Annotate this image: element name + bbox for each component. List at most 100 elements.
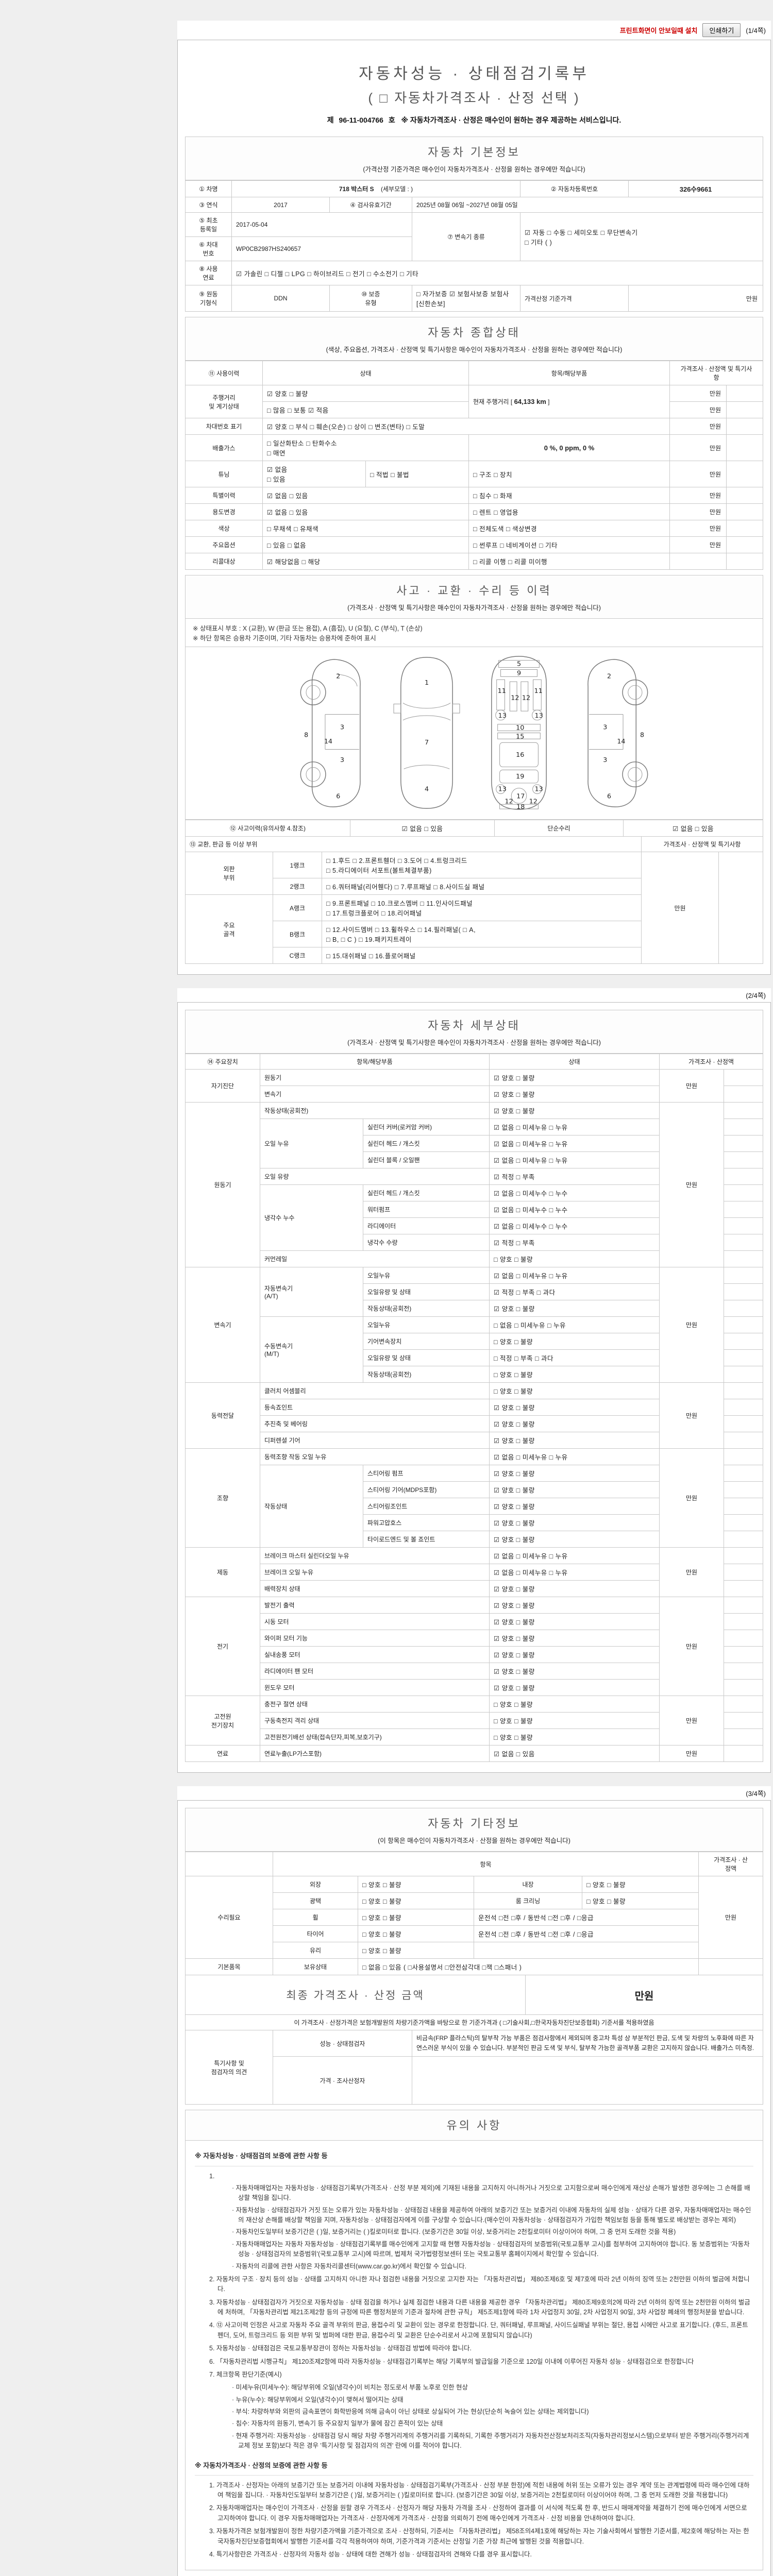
status-checkbox-group[interactable]: ☑ 적정 □ 부족 — [489, 1234, 660, 1251]
status-checkbox-group[interactable]: ☑ 적정 □ 부족 □ 과다 — [489, 1283, 660, 1300]
section-etc-head: 자동차 기타정보 (이 항목은 매수인이 자동차가격조사 · 산정을 원하는 경… — [185, 1808, 763, 1852]
wheel-detail-checkbox-group[interactable]: 운전석 □전 □후 / 동반석 □전 □후 / □응급 — [473, 1909, 699, 1926]
status-checkbox-group[interactable]: ☑ 양호 □ 불량 — [489, 1300, 660, 1317]
special-item-checkbox-group[interactable]: □ 침수 □ 화재 — [468, 487, 670, 504]
status-checkbox-group[interactable]: ☑ 없음 □ 미세누유 □ 누유 — [489, 1151, 660, 1168]
status-checkbox-group[interactable]: ☑ 양호 □ 불량 — [489, 1580, 660, 1597]
rank2-checkbox-group[interactable]: □ 6.쿼터패널(리어휀다) □ 7.루프패널 □ 8.사이드실 패널 — [321, 878, 642, 895]
status-checkbox-group[interactable]: ☑ 없음 □ 미세누유 □ 누유 — [489, 1267, 660, 1284]
status-checkbox-group[interactable]: ☑ 없음 □ 미세누유 □ 누유 — [489, 1448, 660, 1465]
status-checkbox-group[interactable]: □ 양호 □ 불량 — [489, 1728, 660, 1745]
status-checkbox-group[interactable]: ☑ 양호 □ 불량 — [489, 1102, 660, 1119]
panel-number: 6 — [336, 792, 340, 800]
status-checkbox-group[interactable]: □ 없음 □ 미세누유 □ 누유 — [489, 1316, 660, 1333]
status-checkbox-group[interactable]: □ 양호 □ 불량 — [489, 1366, 660, 1383]
price-note — [724, 1349, 763, 1366]
recall-checkbox-group[interactable]: ☑ 해당없음 □ 해당 — [262, 553, 469, 570]
status-checkbox-group[interactable]: □ 양호 □ 불량 — [489, 1712, 660, 1729]
status-checkbox-group[interactable]: ☑ 양호 □ 불량 — [489, 1465, 660, 1482]
status-checkbox-group[interactable]: ☑ 양호 □ 불량 — [489, 1679, 660, 1696]
status-checkbox-group[interactable]: ☑ 양호 □ 불량 — [489, 1613, 660, 1630]
price-note — [726, 401, 763, 418]
status-checkbox-group[interactable]: ☑ 양호 □ 불량 — [489, 1531, 660, 1548]
recall-item-checkbox-group[interactable]: □ 리콜 이행 □ 리콜 미이행 — [468, 553, 670, 570]
print-button[interactable]: 인쇄하기 — [702, 23, 741, 37]
notice-bullet: · 자동차인도일부터 보증기간은 ( )일, 보증거리는 ( )킬로미터로 합니… — [232, 2228, 676, 2236]
rankA-checkbox-group[interactable]: □ 9.프론트패널 □ 10.크로스멤버 □ 11.인사이드패널 □ 17.트렁… — [321, 894, 642, 921]
emission-checkbox-group[interactable]: □ 일산화탄소 □ 탄화수소 □ 매연 — [262, 434, 469, 461]
rank1-checkbox-group[interactable]: □ 1.후드 □ 2.프론트휀더 □ 3.도어 □ 4.트렁크리드 □ 5.라디… — [321, 852, 642, 878]
car-underbody-diagram[interactable]: 5 9 11 11 12 12 13 13 10 15 16 19 13 13 … — [478, 653, 560, 813]
status-checkbox-group[interactable]: ☑ 양호 □ 불량 — [489, 1415, 660, 1432]
panel-number: 12 — [511, 694, 519, 702]
etc-table: 항목 가격조사 · 산 정액 수리필요 외장 □ 양호 □ 불량 내장 □ 양호… — [185, 1852, 763, 1975]
status-checkbox-group[interactable]: ☑ 양호 □ 불량 — [489, 1069, 660, 1086]
vin-mark-checkbox-group[interactable]: ☑ 양호 □ 부식 □ 훼손(오손) □ 상이 □ 변조(변타) □ 도말 — [262, 418, 670, 435]
status-checkbox-group[interactable]: □ 양호 □ 불량 — [489, 1696, 660, 1713]
mileage-checkbox-group-1[interactable]: ☑ 양호 □ 불량 — [262, 385, 469, 402]
status-checkbox-group[interactable]: ☑ 양호 □ 불량 — [489, 1646, 660, 1663]
car-left-side-diagram[interactable]: 2 3 3 6 8 14 — [290, 653, 375, 813]
status-checkbox-group[interactable]: ☑ 없음 □ 미세누유 □ 누유 — [489, 1118, 660, 1136]
glass-checkbox-group[interactable]: □ 양호 □ 불량 — [358, 1942, 474, 1959]
simple-repair-checkbox-group[interactable]: ☑ 없음 □ 있음 — [623, 820, 763, 837]
status-checkbox-group[interactable]: ☑ 없음 □ 미세누유 □ 누유 — [489, 1547, 660, 1564]
item-label: 작동상태 — [260, 1465, 363, 1548]
status-checkbox-group[interactable]: □ 적정 □ 부족 □ 과다 — [489, 1349, 660, 1366]
exterior-checkbox-group[interactable]: □ 양호 □ 불량 — [358, 1876, 474, 1893]
install-notice-link[interactable]: 프린트화면이 안보일때 설치 — [619, 27, 698, 35]
tuning-item-checkbox-group[interactable]: □ 구조 □ 장치 — [468, 461, 670, 487]
rankB-checkbox-group[interactable]: □ 12.사이드멤버 □ 13.휠하우스 □ 14.필러패널( □ A, □ B… — [321, 921, 642, 947]
status-checkbox-group[interactable]: □ 양호 □ 불량 — [489, 1382, 660, 1399]
option-checkbox-group[interactable]: □ 있음 □ 없음 — [262, 536, 469, 553]
color-item-checkbox-group[interactable]: □ 전체도색 □ 색상변경 — [468, 520, 670, 537]
special-checkbox-group[interactable]: ☑ 없음 □ 있음 — [262, 487, 469, 504]
keep-status-checkbox-group[interactable]: □ 없음 □ 있음 ( □사용설명서 □안전삼각대 □잭 □스패너 ) — [357, 1958, 699, 1975]
tuning-checkbox-group-1[interactable]: ☑ 없음 □ 있음 — [262, 461, 366, 487]
fuel-checkbox-group[interactable]: ☑ 가솔린 □ 디젤 □ LPG □ 하이브리드 □ 전기 □ 수소전기 □ 기… — [231, 261, 763, 285]
notice-bullet: · 침수: 자동차의 원동기, 변속기 등 주요장치 일부가 물에 잠긴 흔적이… — [232, 2420, 443, 2428]
wheel-checkbox-group[interactable]: □ 양호 □ 불량 — [358, 1909, 474, 1926]
status-checkbox-group[interactable]: ☑ 없음 □ 미세누수 □ 누수 — [489, 1201, 660, 1218]
option-item-checkbox-group[interactable]: □ 썬루프 □ 네비게이션 □ 기타 — [468, 536, 670, 553]
transmission-checkbox-group[interactable]: ☑ 자동 □ 수동 □ 세미오토 □ 무단변속기 □ 기타 ( ) — [520, 212, 763, 261]
status-checkbox-group[interactable]: ☑ 양호 □ 불량 — [489, 1481, 660, 1498]
status-checkbox-group[interactable]: ☑ 없음 □ 미세누유 □ 누유 — [489, 1564, 660, 1581]
interior-checkbox-group[interactable]: □ 양호 □ 불량 — [581, 1876, 699, 1893]
status-checkbox-group[interactable]: ☑ 양호 □ 불량 — [489, 1432, 660, 1449]
status-checkbox-group[interactable]: ☑ 양호 □ 불량 — [489, 1086, 660, 1103]
status-checkbox-group[interactable]: ☑ 양호 □ 불량 — [489, 1498, 660, 1515]
status-checkbox-group[interactable]: ☑ 적정 □ 부족 — [489, 1168, 660, 1185]
status-checkbox-group[interactable]: ☑ 양호 □ 불량 — [489, 1597, 660, 1614]
tuning-checkbox-group-2[interactable]: □ 적법 □ 불법 — [365, 461, 469, 487]
usage-checkbox-group[interactable]: ☑ 없음 □ 있음 — [262, 503, 469, 520]
usage-item-checkbox-group[interactable]: □ 렌트 □ 영업용 — [468, 503, 670, 520]
panel-number: 7 — [425, 739, 429, 747]
color-checkbox-group[interactable]: □ 무채색 □ 유채색 — [262, 520, 469, 537]
car-top-diagram[interactable]: 1 7 4 — [389, 653, 465, 813]
price-note — [726, 418, 763, 435]
status-checkbox-group[interactable]: ☑ 양호 □ 불량 — [489, 1663, 660, 1680]
car-right-side-diagram[interactable]: 2 3 3 6 8 14 — [573, 653, 658, 813]
status-checkbox-group[interactable]: □ 양호 □ 불량 — [489, 1250, 660, 1267]
room-cleaning-checkbox-group[interactable]: □ 양호 □ 불량 — [581, 1892, 699, 1909]
accident-history-checkbox-group[interactable]: ☑ 없음 □ 있음 — [350, 820, 495, 837]
sub-item-label: 스티어링조인트 — [362, 1498, 490, 1515]
price-unit: 만원 — [659, 1102, 725, 1267]
status-checkbox-group[interactable]: ☑ 양호 □ 불량 — [489, 1514, 660, 1531]
rankC-checkbox-group[interactable]: □ 15.대쉬패널 □ 16.플로어패널 — [321, 947, 642, 964]
panel-number: 13 — [535, 786, 543, 793]
tire-detail-checkbox-group[interactable]: 운전석 □전 □후 / 동반석 □전 □후 / □응급 — [473, 1925, 699, 1942]
status-checkbox-group[interactable]: ☑ 양호 □ 불량 — [489, 1630, 660, 1647]
warranty-checkbox-group[interactable]: □ 자가보증 ☑ 보험사보증 보험사[신한손보] — [411, 285, 521, 312]
status-checkbox-group[interactable]: □ 양호 □ 불량 — [489, 1333, 660, 1350]
status-checkbox-group[interactable]: ☑ 양호 □ 불량 — [489, 1399, 660, 1416]
status-checkbox-group[interactable]: ☑ 없음 □ 미세누수 □ 누수 — [489, 1217, 660, 1234]
tire-checkbox-group[interactable]: □ 양호 □ 불량 — [358, 1925, 474, 1942]
mileage-checkbox-group-2[interactable]: □ 많음 □ 보통 ☑ 적음 — [262, 401, 469, 418]
status-checkbox-group[interactable]: ☑ 없음 □ 있음 — [489, 1745, 660, 1762]
status-checkbox-group[interactable]: ☑ 없음 □ 미세누수 □ 누수 — [489, 1184, 660, 1201]
status-checkbox-group[interactable]: ☑ 없음 □ 미세누유 □ 누유 — [489, 1135, 660, 1152]
appraiser-opinion-text — [412, 2056, 763, 2105]
polish-checkbox-group[interactable]: □ 양호 □ 불량 — [358, 1892, 474, 1909]
